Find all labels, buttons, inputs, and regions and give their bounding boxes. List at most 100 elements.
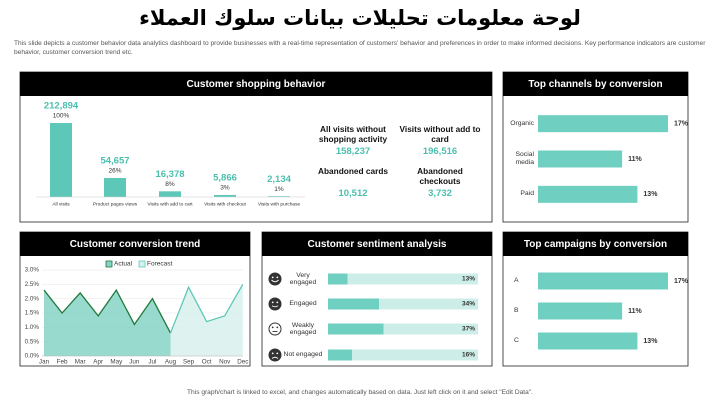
x-tick-label: Mar: [75, 359, 86, 366]
share-label: 1%: [274, 186, 284, 193]
bar: [214, 194, 236, 197]
panel-title: Customer conversion trend: [70, 239, 201, 250]
bar: [328, 349, 352, 361]
slide-description: This slide depicts a customer behavior d…: [14, 40, 706, 56]
face-mouth: [271, 279, 279, 283]
bar: [538, 332, 638, 350]
kpi-value: 3,732: [428, 188, 452, 199]
x-tick-label: Product pages views: [93, 201, 138, 207]
face-eye: [276, 301, 279, 304]
value-label: 17%: [674, 121, 689, 128]
y-tick-label: Social media: [515, 151, 534, 166]
face-icon: [268, 297, 282, 311]
legend-swatch: [105, 260, 113, 268]
face-eye: [276, 352, 279, 355]
slide-footer: This graph/chart is linked to excel, and…: [187, 389, 533, 396]
face-eye: [271, 301, 274, 304]
x-tick-label: Sep: [183, 359, 195, 366]
category-label: Not engaged: [283, 351, 323, 359]
panel-header: [20, 72, 492, 96]
x-tick-label: Visits with purchase: [258, 201, 301, 207]
panel-header: [503, 72, 688, 96]
panel-header: [262, 232, 492, 256]
y-tick-label: 2.5%: [25, 281, 40, 288]
bar: [538, 115, 668, 133]
panel-header: [503, 232, 688, 256]
bar: [328, 273, 348, 285]
value-label: 13%: [462, 276, 475, 283]
share-label: 3%: [220, 185, 230, 192]
category-label: Very engaged: [289, 271, 317, 287]
value-label: 16,378: [155, 169, 184, 180]
bar: [538, 272, 668, 290]
face-icon: [268, 322, 282, 336]
kpi-label: Visits without add to card: [399, 124, 481, 144]
bar: [268, 196, 290, 197]
bar-track: [328, 323, 478, 335]
kpi-label: Abandoned cards: [317, 166, 389, 176]
share-label: 8%: [165, 181, 175, 188]
value-label: 54,657: [100, 156, 129, 167]
value-label: 37%: [462, 326, 475, 333]
x-tick-label: Apr: [93, 359, 103, 366]
face-icon: [268, 272, 282, 286]
y-tick-label: Paid: [520, 190, 534, 198]
y-tick-label: 0.5%: [25, 338, 40, 345]
x-tick-label: All visits: [52, 201, 70, 207]
x-tick-label: Visits with add to cart: [147, 201, 193, 207]
bar-track: [328, 298, 478, 310]
value-label: 5,866: [213, 172, 237, 183]
bar: [328, 298, 379, 310]
x-tick-label: Aug: [165, 359, 177, 366]
bar: [104, 178, 126, 197]
x-tick-label: Jun: [129, 359, 140, 366]
y-tick-label: A: [514, 277, 519, 284]
panel-title: Top campaigns by conversion: [524, 239, 667, 250]
legend-label: Actual: [114, 261, 133, 268]
bar-track: [328, 349, 478, 361]
face-eye: [271, 276, 274, 279]
value-label: 11%: [628, 308, 642, 315]
value-label: 2,134: [267, 174, 291, 185]
kpi-value: 158,237: [335, 146, 371, 157]
value-label: 212,894: [44, 101, 79, 112]
x-tick-label: Feb: [57, 359, 68, 366]
kpi-value: 196,516: [422, 146, 458, 157]
y-tick-label: C: [514, 337, 519, 344]
bar: [328, 323, 384, 335]
bar: [50, 123, 72, 197]
value-label: 34%: [462, 301, 475, 308]
face-eye: [271, 352, 274, 355]
kpi-label: All visits without shopping activity: [318, 124, 388, 144]
x-tick-label: Dec: [237, 359, 248, 366]
value-label: 17%: [674, 278, 689, 285]
x-tick-label: Nov: [219, 359, 231, 366]
value-label: 13%: [643, 191, 658, 198]
value-label: 16%: [462, 352, 475, 359]
face-eye: [271, 326, 274, 329]
area: [170, 284, 243, 356]
x-tick-label: Visits with checkout: [204, 201, 246, 207]
share-label: 100%: [53, 113, 70, 120]
face-mouth: [271, 305, 279, 308]
panel-title: Top channels by conversion: [528, 79, 662, 90]
share-label: 26%: [108, 168, 121, 175]
y-tick-label: 1.5%: [25, 310, 40, 317]
kpi-label: Abandoned checkouts: [417, 166, 463, 186]
legend-label: Forecast: [147, 261, 172, 268]
face-eye: [276, 276, 279, 279]
bar-track: [328, 273, 478, 285]
y-tick-label: B: [514, 307, 519, 314]
panel-title: Customer sentiment analysis: [308, 239, 447, 250]
category-label: Engaged: [289, 300, 317, 308]
face-mouth: [271, 356, 279, 359]
bar: [538, 302, 623, 320]
value-label: 13%: [643, 338, 658, 345]
x-tick-label: Jan: [39, 359, 50, 366]
bar: [159, 191, 181, 197]
face-eye: [276, 326, 279, 329]
panel-header: [20, 232, 250, 256]
bar: [538, 150, 623, 168]
x-tick-label: Jul: [148, 359, 156, 366]
x-tick-label: Oct: [202, 359, 212, 366]
